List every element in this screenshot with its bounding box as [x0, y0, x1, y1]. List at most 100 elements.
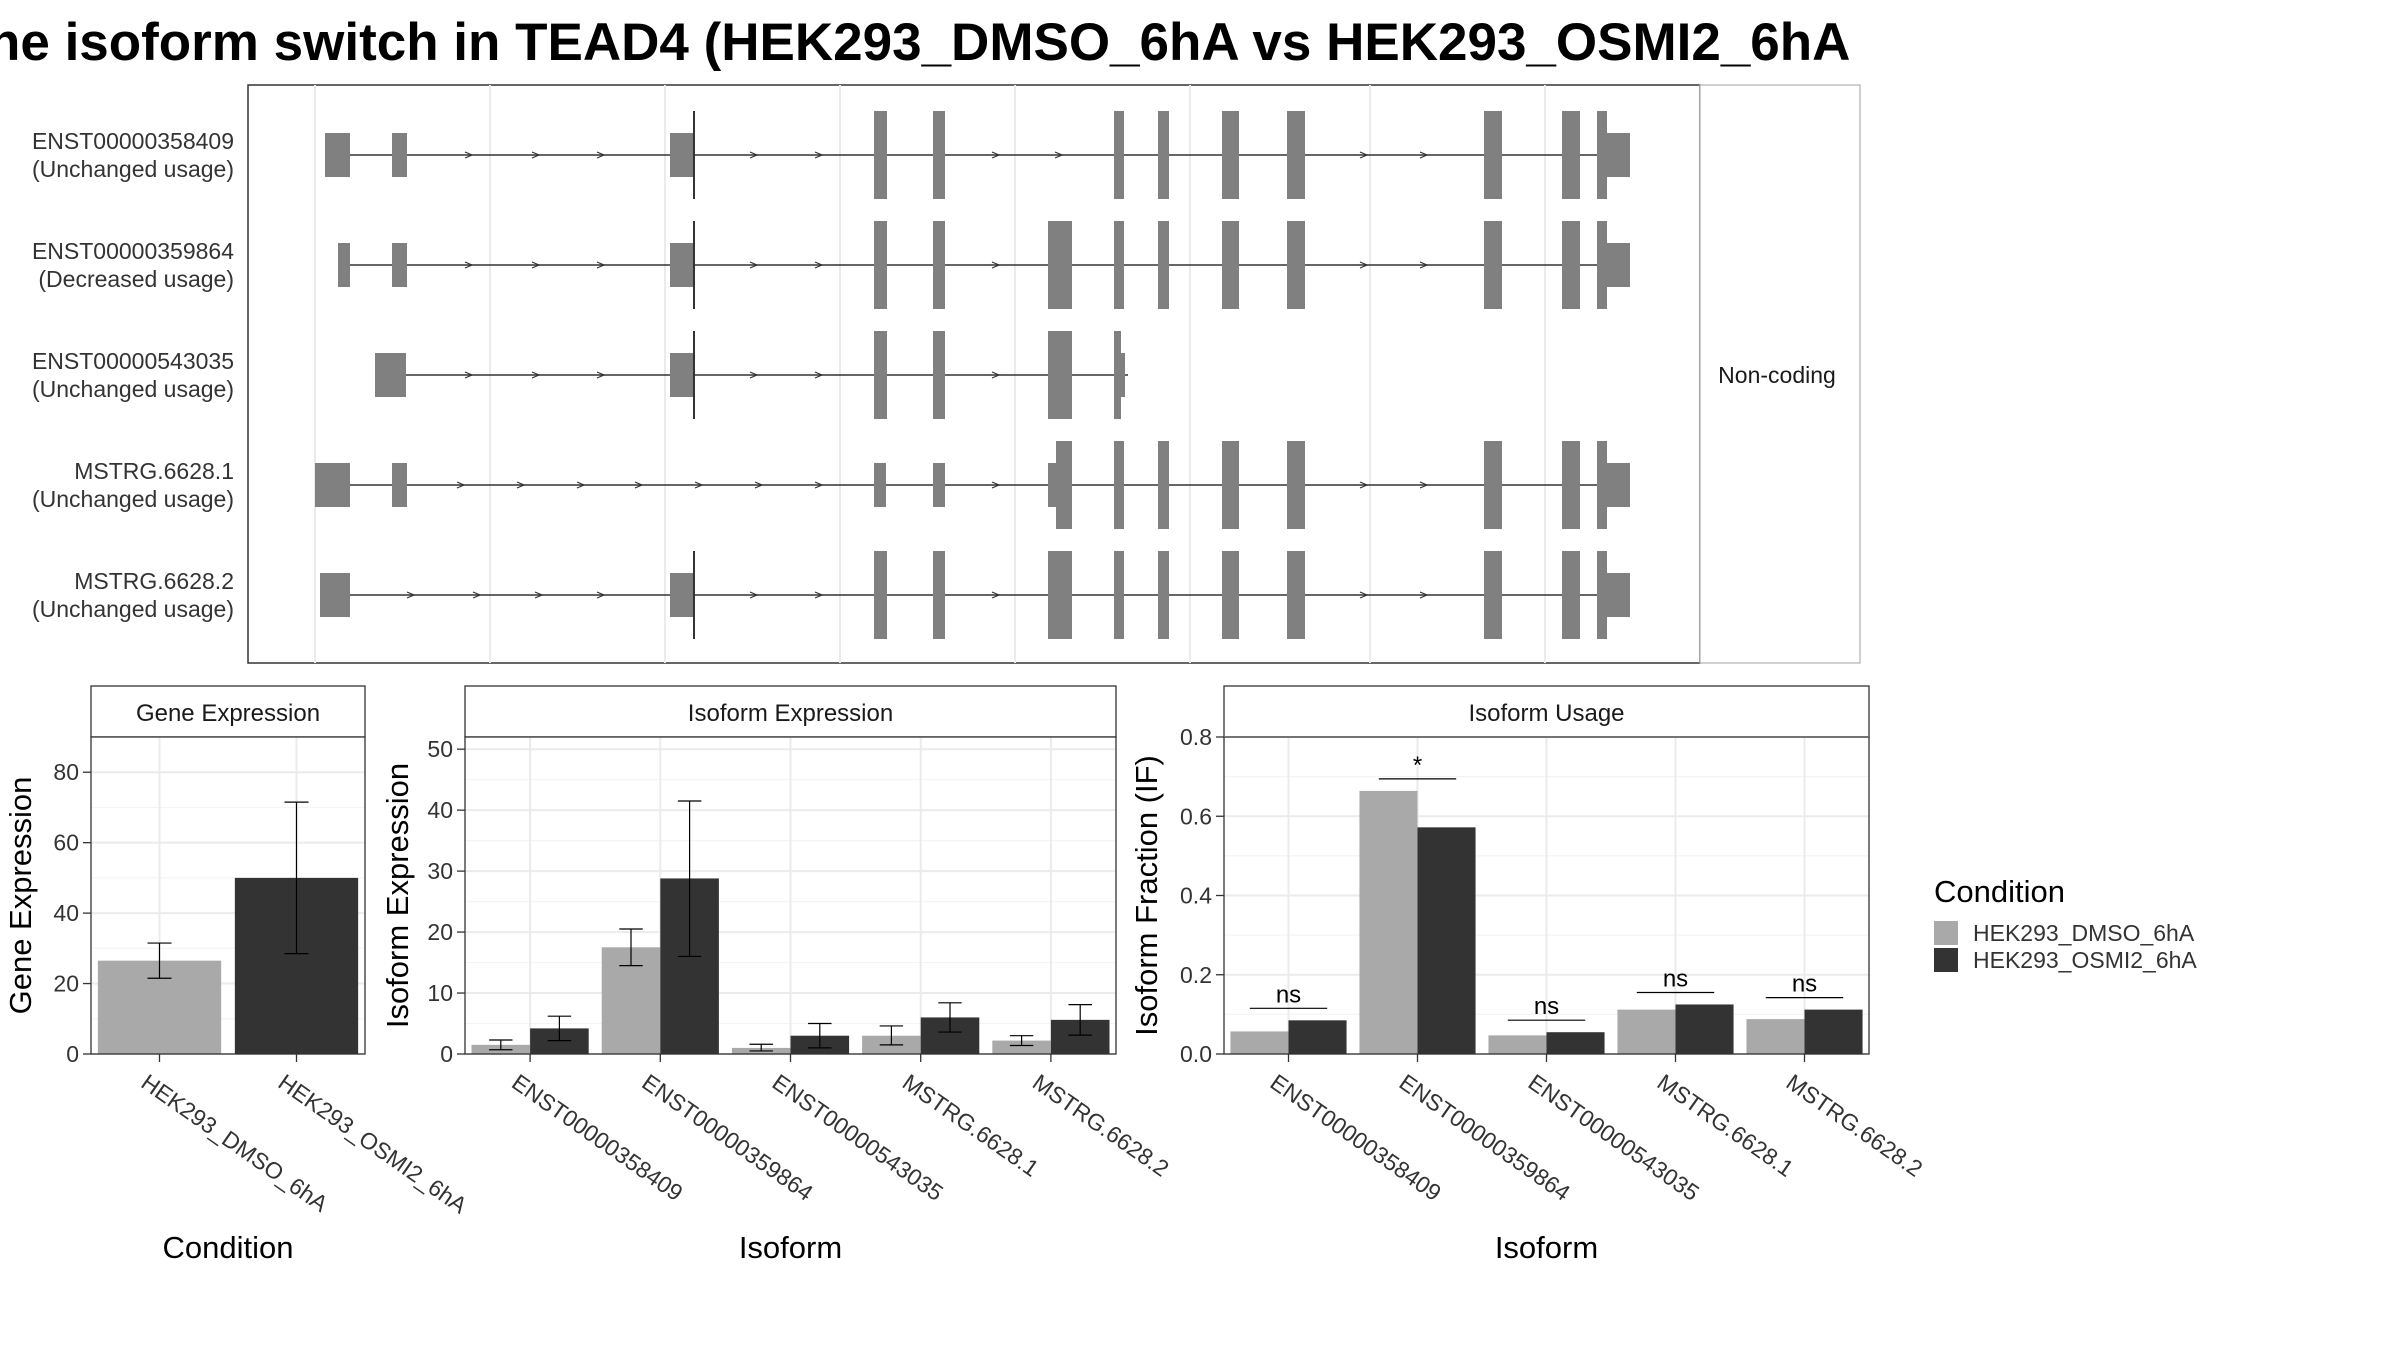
intron-direction-arrow	[1359, 481, 1369, 489]
intron-direction-arrow	[634, 481, 644, 489]
intron-direction-arrow	[991, 261, 1001, 269]
y-tick-label: 80	[53, 759, 79, 785]
exon	[1287, 221, 1305, 309]
transcript-id-label: MSTRG.6628.1	[74, 458, 234, 484]
facet-strip	[464, 685, 1117, 738]
bar	[1804, 1009, 1863, 1054]
exon	[1222, 441, 1239, 529]
exon	[874, 463, 886, 507]
significance-label: ns	[1534, 993, 1559, 1020]
intron-direction-arrow	[1419, 591, 1429, 599]
intron-direction-arrow	[1359, 591, 1369, 599]
intron-direction-arrow	[749, 371, 759, 379]
intron-direction-arrow	[596, 371, 606, 379]
bar-chart-isoform-expression: Isoform Expression01020304050ENST0000035…	[380, 685, 1174, 1265]
transcript-id-label: MSTRG.6628.2	[74, 568, 234, 594]
exon	[375, 353, 406, 397]
exon	[392, 133, 407, 177]
x-axis-title: Isoform	[1495, 1230, 1598, 1265]
bar	[1617, 1009, 1676, 1054]
utr-exon	[1607, 463, 1630, 507]
intron-direction-arrow	[814, 481, 824, 489]
structure-panel-border	[247, 84, 1701, 664]
intron-direction-arrow	[531, 371, 541, 379]
exon	[1287, 111, 1305, 199]
facet-strip	[90, 685, 366, 738]
utr-exon	[670, 243, 694, 287]
y-tick-label: 20	[53, 971, 79, 997]
exon	[1484, 111, 1502, 199]
exon	[1048, 551, 1072, 639]
exon	[1484, 551, 1502, 639]
exon	[1562, 551, 1580, 639]
intron-direction-arrow	[991, 371, 1001, 379]
y-tick-label: 0	[440, 1041, 453, 1067]
y-tick-label: 60	[53, 830, 79, 856]
exon	[1048, 331, 1072, 419]
significance-label: *	[1413, 752, 1422, 779]
x-axis-title: Condition	[163, 1230, 294, 1265]
exon	[1158, 221, 1169, 309]
exon	[1484, 441, 1502, 529]
legend-item-label: HEK293_DMSO_6hA	[1973, 920, 2195, 946]
exon	[315, 463, 350, 507]
intron-direction-arrow	[749, 591, 759, 599]
bar	[1230, 1031, 1289, 1054]
y-tick-label: 20	[427, 919, 453, 945]
intron-direction-arrow	[991, 151, 1001, 159]
exon	[1597, 551, 1607, 639]
intron-direction-arrow	[991, 591, 1001, 599]
exon	[1158, 441, 1169, 529]
exon	[1597, 441, 1607, 529]
y-tick-label: 30	[427, 858, 453, 884]
significance-label: ns	[1276, 981, 1301, 1008]
x-tick-label: MSTRG.6628.2	[1028, 1069, 1174, 1182]
utr-exon	[670, 133, 694, 177]
intron-direction-arrow	[749, 261, 759, 269]
intron-direction-arrow	[531, 151, 541, 159]
y-tick-label: 0.6	[1180, 803, 1212, 829]
exon	[1114, 441, 1124, 529]
exon	[338, 243, 350, 287]
legend-swatch	[1934, 948, 1958, 972]
exon	[1562, 111, 1580, 199]
exon	[874, 221, 887, 309]
bar	[1746, 1019, 1805, 1054]
y-tick-label: 0	[66, 1041, 79, 1067]
intron-direction-arrow	[1419, 151, 1429, 159]
transcript-id-label: ENST00000358409	[32, 128, 234, 154]
y-tick-label: 0.4	[1180, 883, 1212, 909]
intron-direction-arrow	[596, 591, 606, 599]
y-tick-label: 0.8	[1180, 724, 1212, 750]
transcript-track	[320, 551, 1630, 639]
intron-direction-arrow	[1359, 261, 1369, 269]
bar	[1488, 1035, 1547, 1054]
exon	[1114, 331, 1121, 419]
intron-direction-arrow	[1054, 151, 1064, 159]
bar	[1417, 827, 1476, 1054]
intron-direction-arrow	[814, 261, 824, 269]
intron-direction-arrow	[1419, 261, 1429, 269]
intron-direction-arrow	[531, 261, 541, 269]
exon	[1158, 111, 1169, 199]
intron-direction-arrow	[516, 481, 526, 489]
main-title: he isoform switch in TEAD4 (HEK293_DMSO_…	[0, 8, 2400, 78]
transcript-status-label: (Unchanged usage)	[32, 376, 234, 402]
intron-direction-arrow	[534, 591, 544, 599]
utr-exon	[1607, 243, 1630, 287]
exon	[933, 111, 945, 199]
intron-direction-arrow	[991, 481, 1001, 489]
legend-title: Condition	[1934, 874, 2065, 909]
intron-direction-arrow	[754, 481, 764, 489]
y-axis-title: Isoform Fraction (IF)	[1129, 755, 1164, 1036]
facet-strip-title: Isoform Expression	[688, 700, 893, 727]
y-tick-label: 50	[427, 736, 453, 762]
exon	[1222, 111, 1239, 199]
exon	[874, 331, 887, 419]
transcript-status-label: (Unchanged usage)	[32, 596, 234, 622]
exon	[1158, 551, 1169, 639]
significance-label: ns	[1792, 971, 1817, 998]
